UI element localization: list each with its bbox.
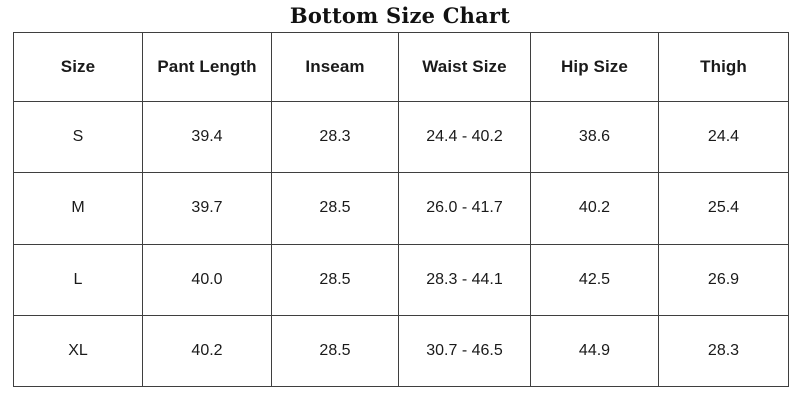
table-row-s: S 39.4 28.3 24.4 - 40.2 38.6 24.4 [13, 100, 789, 174]
cell-inseam: 28.5 [271, 243, 399, 316]
cell-pant-length: 40.0 [142, 243, 272, 316]
cell-size: XL [13, 314, 143, 388]
cell-inseam: 28.3 [271, 100, 399, 174]
cell-pant-length: 39.4 [142, 100, 272, 174]
cell-thigh: 26.9 [658, 243, 789, 316]
table-row-xl: XL 40.2 28.5 30.7 - 46.5 44.9 28.3 [13, 314, 789, 388]
cell-waist-size: 28.3 - 44.1 [398, 243, 531, 316]
cell-inseam: 28.5 [271, 172, 399, 245]
cell-size: M [13, 172, 143, 245]
cell-pant-length: 40.2 [142, 314, 272, 388]
cell-thigh: 24.4 [658, 100, 789, 174]
cell-waist-size: 24.4 - 40.2 [398, 100, 531, 174]
cell-size: L [13, 243, 143, 316]
page-title: Bottom Size Chart [289, 3, 511, 28]
cell-hip-size: 40.2 [530, 172, 659, 245]
cell-hip-size: 38.6 [530, 100, 659, 174]
cell-hip-size: 44.9 [530, 314, 659, 388]
size-chart-table: Size Pant Length Inseam Waist Size Hip S… [13, 32, 789, 388]
cell-hip-size: 42.5 [530, 243, 659, 316]
cell-thigh: 25.4 [658, 172, 789, 245]
column-header-waist-size: Waist Size [398, 32, 531, 102]
column-header-hip-size: Hip Size [530, 32, 659, 102]
cell-waist-size: 30.7 - 46.5 [398, 314, 531, 388]
cell-inseam: 28.5 [271, 314, 399, 388]
column-header-pant-length: Pant Length [142, 32, 272, 102]
header-row: Size Pant Length Inseam Waist Size Hip S… [13, 32, 789, 102]
column-header-thigh: Thigh [658, 32, 789, 102]
cell-thigh: 28.3 [658, 314, 789, 388]
column-header-inseam: Inseam [271, 32, 399, 102]
cell-pant-length: 39.7 [142, 172, 272, 245]
table-row-m: M 39.7 28.5 26.0 - 41.7 40.2 25.4 [13, 172, 789, 245]
table-row-l: L 40.0 28.5 28.3 - 44.1 42.5 26.9 [13, 243, 789, 316]
cell-size: S [13, 100, 143, 174]
column-header-size: Size [13, 32, 143, 102]
cell-waist-size: 26.0 - 41.7 [398, 172, 531, 245]
